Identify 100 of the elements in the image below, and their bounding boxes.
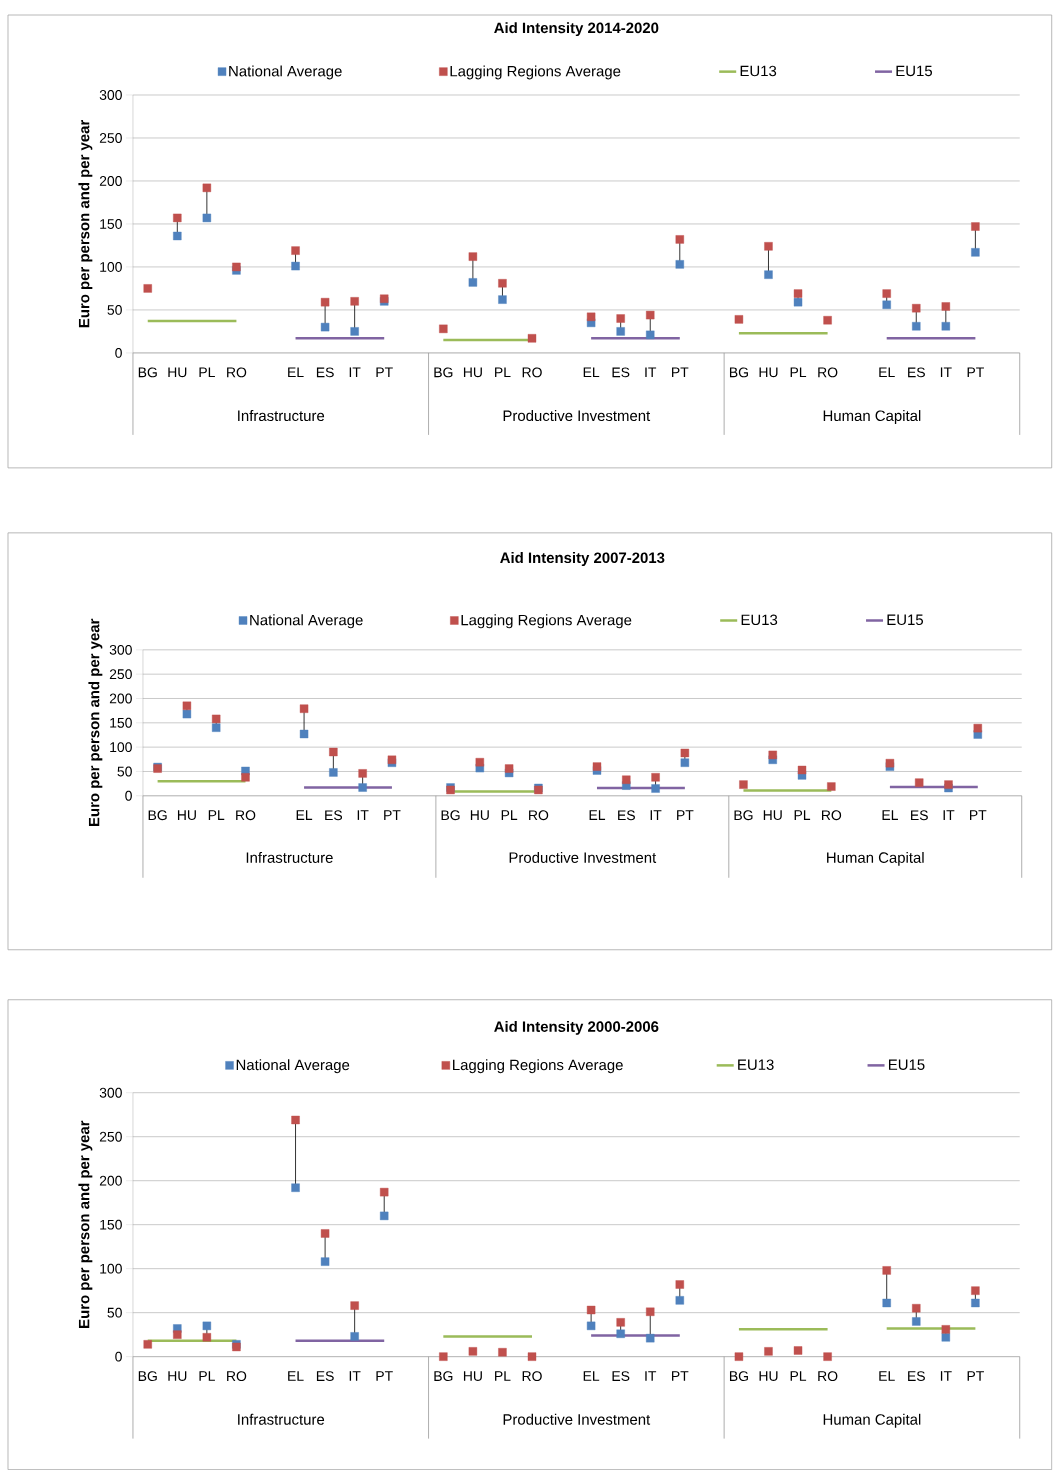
x-tick-label: IT: [349, 1371, 361, 1381]
legend-label: EU13: [741, 614, 778, 626]
legend-label: EU15: [889, 1059, 925, 1070]
legend-label: Lagging Regions Average: [450, 65, 621, 80]
y-tick-label: 300: [109, 644, 133, 655]
chart-title: Aid Intensity 2014-2020: [494, 22, 659, 37]
x-tick-label: BG: [138, 1371, 157, 1382]
y-tick-label: 200: [100, 176, 123, 186]
x-tick-label: IT: [357, 810, 369, 820]
y-tick-label: 150: [100, 219, 123, 229]
y-tick-label: 0: [125, 790, 133, 801]
x-tick-label: RO: [236, 810, 256, 821]
y-axis-title: Euro per person and per year: [88, 618, 103, 827]
x-tick-label: ES: [908, 1371, 926, 1382]
text: Human Capital: [823, 410, 921, 424]
y-axis-title: Euro per person and per year: [78, 119, 93, 328]
legend-label: National Average: [236, 1059, 350, 1074]
x-tick-label: EL: [589, 810, 606, 820]
x-tick-label: BG: [434, 1371, 453, 1382]
x-tick-label: BG: [730, 1371, 749, 1382]
x-tick-label: IT: [941, 1371, 952, 1381]
legend-label: EU13: [738, 1059, 774, 1070]
x-tick-label: ES: [618, 810, 636, 821]
x-tick-label: PL: [208, 810, 225, 820]
y-tick-label: 150: [100, 1219, 123, 1230]
x-tick-label: IT: [645, 1371, 657, 1381]
x-tick-label: RO: [227, 367, 247, 378]
x-tick-label: PL: [501, 810, 518, 820]
x-tick-label: PL: [495, 1371, 511, 1381]
x-tick-label: EL: [879, 367, 895, 378]
x-tick-label: EL: [296, 810, 313, 820]
legend-label: Lagging Regions Average: [461, 614, 632, 629]
x-tick-label: EL: [583, 367, 600, 378]
y-tick-label: 300: [99, 90, 123, 100]
y-tick-label: 50: [117, 766, 133, 777]
x-tick-label: HU: [759, 367, 778, 378]
x-tick-label: EL: [879, 1371, 895, 1381]
x-tick-label: ES: [317, 367, 334, 378]
x-tick-label: BG: [148, 810, 167, 821]
x-tick-label: IT: [650, 810, 662, 820]
x-tick-label: IT: [349, 367, 361, 378]
x-tick-label: PT: [677, 810, 694, 820]
text: Infrastructure: [238, 410, 325, 422]
x-tick-label: BG: [434, 367, 453, 378]
x-tick-label: ES: [908, 367, 926, 378]
x-tick-label: BG: [138, 367, 157, 378]
x-tick-label: BG: [441, 810, 460, 821]
x-tick-label: HU: [763, 810, 782, 821]
text: Human Capital: [823, 1413, 921, 1428]
x-tick-label: BG: [730, 367, 749, 378]
y-tick-label: 300: [99, 1087, 123, 1098]
x-tick-label: EL: [288, 1371, 304, 1381]
y-tick-label: 100: [100, 261, 123, 272]
legend-label: Lagging Regions Average: [453, 1059, 623, 1074]
x-tick-label: PT: [672, 367, 689, 378]
x-tick-label: HU: [178, 810, 197, 821]
y-tick-label: 0: [115, 1351, 123, 1362]
x-tick-label: RO: [522, 367, 542, 378]
x-tick-label: HU: [464, 367, 483, 378]
legend-label: National Average: [250, 614, 363, 629]
x-tick-label: IT: [941, 367, 952, 378]
y-tick-label: 50: [107, 304, 123, 315]
text: Infrastructure: [246, 851, 333, 863]
y-tick-label: 0: [115, 347, 123, 358]
y-tick-label: 100: [100, 1263, 123, 1274]
x-tick-label: IT: [943, 810, 955, 820]
x-tick-label: PT: [967, 367, 985, 378]
x-tick-label: HU: [471, 810, 489, 821]
x-tick-label: HU: [168, 367, 187, 378]
x-tick-label: BG: [734, 810, 753, 821]
y-tick-label: 200: [100, 1175, 123, 1186]
x-tick-label: EL: [882, 810, 899, 820]
text: Productive Investment: [503, 1413, 651, 1425]
x-tick-label: RO: [818, 1371, 838, 1382]
y-tick-label: 250: [100, 133, 123, 143]
x-tick-label: EL: [288, 367, 304, 378]
x-tick-label: EL: [583, 1371, 600, 1381]
legend-label: National Average: [229, 65, 342, 80]
x-tick-label: PT: [376, 367, 393, 378]
y-tick-label: 50: [107, 1307, 123, 1318]
x-tick-label: PL: [790, 367, 807, 378]
text: Human Capital: [827, 851, 924, 866]
x-tick-label: IT: [645, 367, 657, 378]
x-tick-label: PT: [672, 1371, 689, 1381]
chart-title: Aid Intensity 2007-2013: [500, 552, 665, 566]
x-tick-label: PL: [199, 1371, 216, 1381]
x-tick-label: RO: [522, 1371, 542, 1382]
x-tick-label: PL: [199, 367, 216, 378]
y-axis-title: Euro per person and per year: [78, 1120, 93, 1328]
legend-label: EU15: [887, 614, 924, 626]
y-tick-label: 150: [110, 717, 133, 728]
x-tick-label: RO: [822, 810, 842, 821]
x-tick-label: ES: [325, 810, 343, 821]
x-tick-label: PL: [790, 1371, 807, 1381]
y-tick-label: 200: [110, 693, 133, 704]
x-tick-label: RO: [227, 1371, 247, 1382]
x-tick-label: HU: [464, 1371, 483, 1381]
x-tick-label: RO: [818, 367, 838, 378]
x-tick-label: HU: [759, 1371, 778, 1381]
y-tick-label: 250: [110, 669, 133, 680]
